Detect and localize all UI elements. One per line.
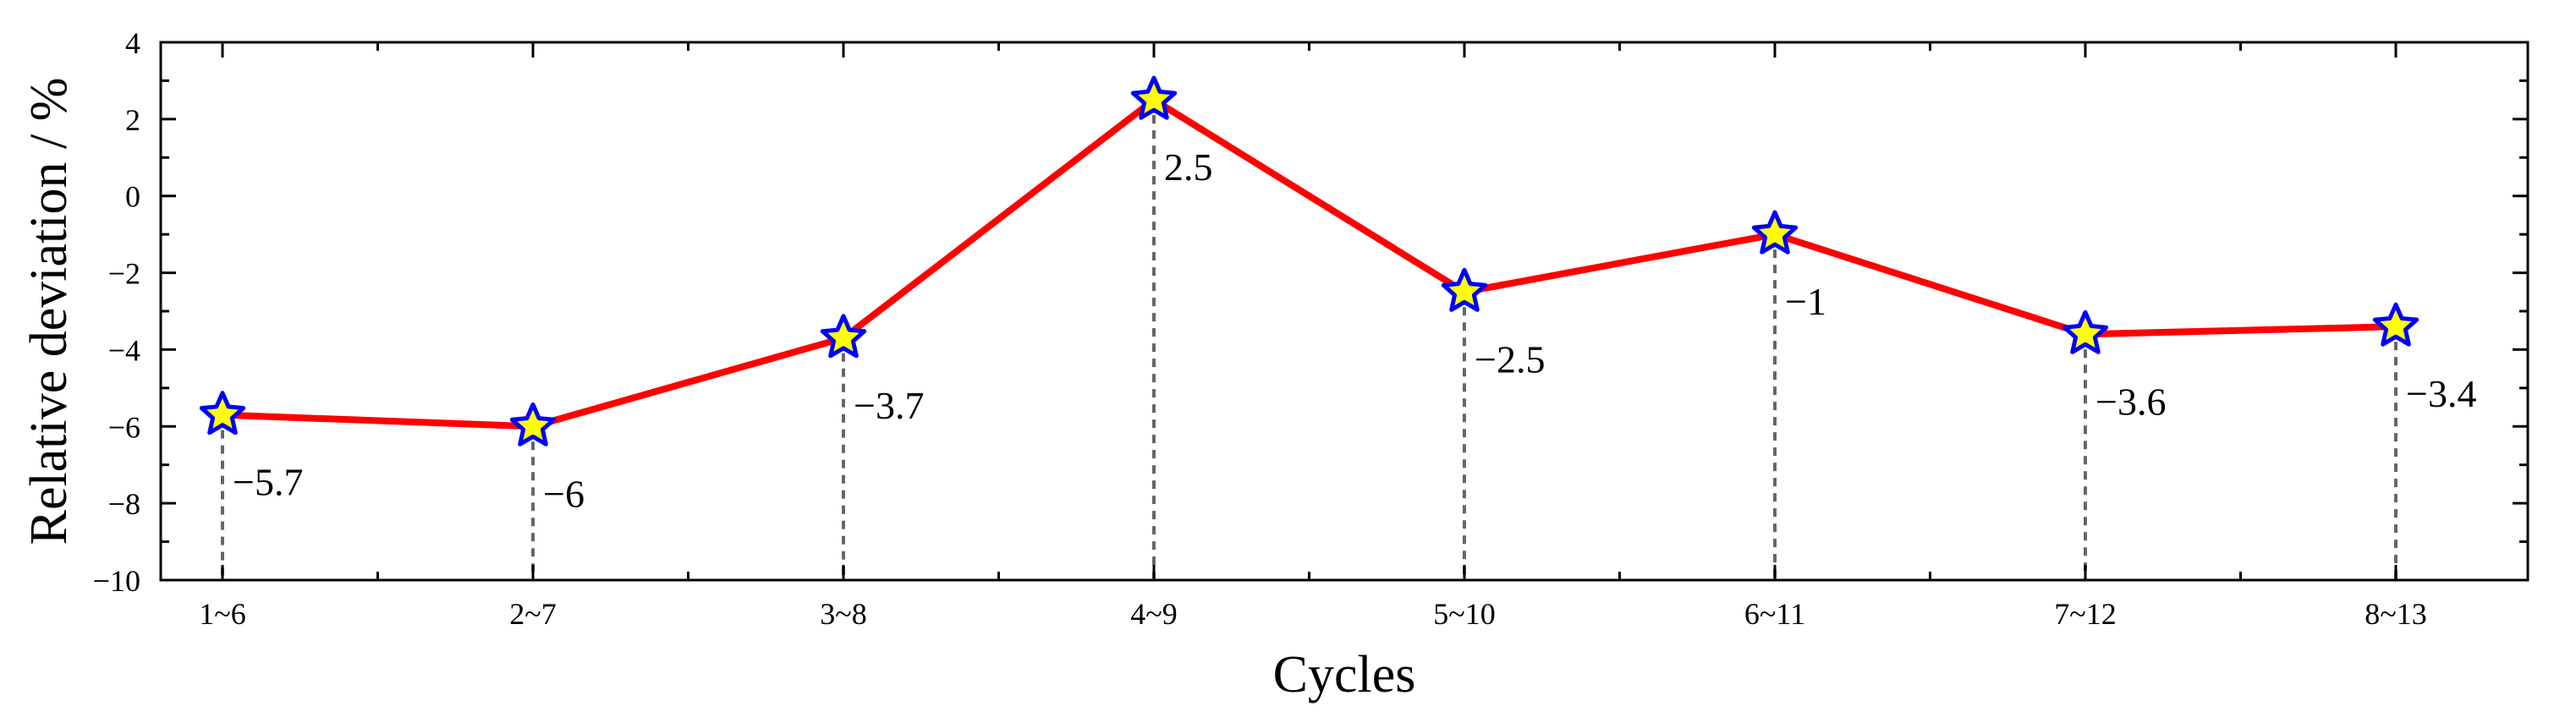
y-tick-label: 2 bbox=[125, 103, 140, 137]
star-marker bbox=[2372, 302, 2419, 347]
data-label: −3.7 bbox=[854, 384, 924, 427]
axis-ticks bbox=[161, 41, 2528, 582]
data-label: −6 bbox=[543, 472, 585, 515]
plot-frame bbox=[159, 41, 2529, 582]
series-line bbox=[222, 96, 2397, 430]
star-marker bbox=[1130, 75, 1178, 120]
star-marker bbox=[199, 391, 246, 435]
y-axis-title: Relative deviation / % bbox=[20, 78, 78, 545]
x-tick-label: 7~12 bbox=[2054, 597, 2116, 631]
x-tick-labels: 1~6 2~7 3~8 4~9 5~10 6~11 7~12 8~13 bbox=[199, 597, 2426, 631]
y-tick-label: −4 bbox=[108, 333, 140, 367]
data-label: 2.5 bbox=[1164, 145, 1213, 189]
star-marker bbox=[1751, 210, 1799, 255]
x-tick-label: 6~11 bbox=[1744, 597, 1805, 631]
star-marker bbox=[820, 314, 867, 359]
star-marker bbox=[2062, 309, 2109, 354]
y-tick-label: 4 bbox=[125, 26, 140, 60]
star-marker bbox=[509, 402, 557, 446]
data-label: −3.4 bbox=[2406, 372, 2476, 415]
y-tick-label: −10 bbox=[93, 564, 140, 598]
x-tick-label: 5~10 bbox=[1433, 597, 1495, 631]
x-tick-label: 2~7 bbox=[509, 597, 556, 631]
star-marker bbox=[1441, 267, 1488, 312]
x-tick-label: 8~13 bbox=[2365, 597, 2426, 631]
data-label: −5.7 bbox=[233, 461, 303, 504]
y-tick-label: −8 bbox=[108, 487, 140, 521]
x-tick-label: 4~9 bbox=[1130, 597, 1177, 631]
data-label: −2.5 bbox=[1475, 337, 1545, 381]
x-tick-label: 1~6 bbox=[199, 597, 245, 631]
drop-lines bbox=[221, 100, 2397, 580]
data-labels: −5.7 −6 −3.7 2.5 −2.5 −1 −3.6 −3.4 bbox=[233, 145, 2476, 515]
x-axis-title: Cycles bbox=[1273, 646, 1416, 704]
y-tick-label: 0 bbox=[125, 180, 140, 214]
data-markers bbox=[199, 75, 2419, 446]
x-tick-label: 3~8 bbox=[820, 597, 866, 631]
data-label: −3.6 bbox=[2095, 380, 2166, 423]
y-tick-label: −6 bbox=[108, 410, 140, 444]
y-tick-labels: 4 2 0 −2 −4 −6 −8 −10 bbox=[93, 26, 140, 598]
y-tick-label: −2 bbox=[108, 257, 140, 291]
data-label: −1 bbox=[1785, 280, 1826, 323]
